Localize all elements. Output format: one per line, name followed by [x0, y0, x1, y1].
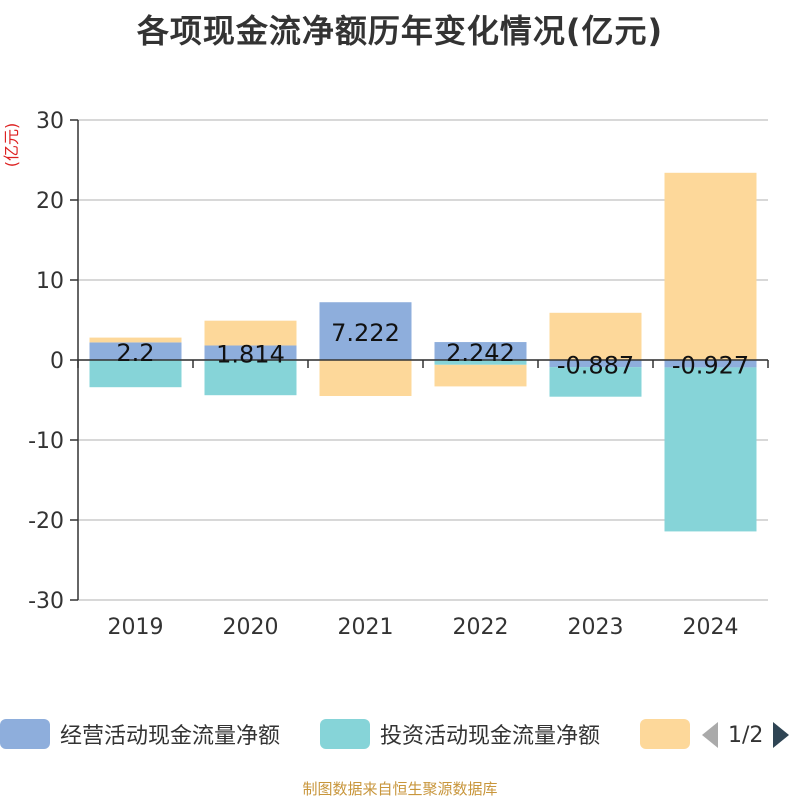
bar-series2-2023[interactable]: [549, 312, 642, 360]
bar-series1-2022[interactable]: [434, 360, 527, 365]
bar-series1-2020[interactable]: [204, 360, 297, 396]
bar-series1-2023[interactable]: [549, 367, 642, 397]
bar-series2-2022[interactable]: [434, 364, 527, 387]
data-label: -0.887: [557, 352, 634, 380]
bar-series1-2019[interactable]: [89, 360, 182, 388]
chart-title: 各项现金流净额历年变化情况(亿元): [136, 12, 664, 50]
data-label: 2.2: [116, 339, 154, 367]
legend-item-operating[interactable]: 经营活动现金流量净额: [0, 718, 280, 750]
y-tick-label: 0: [50, 349, 64, 374]
x-tick-label: 2023: [568, 615, 624, 640]
legend-label-investing: 投资活动现金流量净额: [380, 724, 601, 749]
x-tick-label: 2021: [338, 615, 394, 640]
next-page-icon[interactable]: [771, 720, 791, 750]
y-tick-label: -10: [28, 429, 64, 454]
bar-series0-2022[interactable]: [434, 342, 527, 360]
bar-series2-2019[interactable]: [89, 337, 182, 343]
legend-item-investing[interactable]: 投资活动现金流量净额: [320, 718, 600, 750]
bar-series1-2024[interactable]: [664, 367, 757, 532]
legend-swatch-investing: [320, 719, 370, 749]
bar-series0-2024[interactable]: [664, 360, 757, 368]
bar-series0-2023[interactable]: [549, 360, 642, 368]
legend-swatch-operating: [0, 719, 50, 749]
prev-page-icon[interactable]: [700, 720, 720, 750]
x-tick-label: 2020: [223, 615, 279, 640]
bar-series0-2021[interactable]: [319, 302, 412, 360]
legend-page-indicator: 1/2: [728, 722, 764, 748]
bar-series2-2021[interactable]: [319, 360, 412, 396]
data-label: 2.242: [446, 339, 515, 367]
y-tick-label: 30: [36, 109, 64, 134]
legend-item-financing[interactable]: [640, 718, 700, 750]
bars: [89, 172, 757, 532]
bar-series2-2024[interactable]: [664, 172, 757, 360]
y-tick-label: 20: [36, 189, 64, 214]
legend-swatch-financing: [640, 719, 690, 749]
data-label: 7.222: [331, 319, 400, 347]
data-labels: 2.2 1.814 7.222 2.242 -0.887 -0.927: [116, 319, 749, 380]
y-tick-label: 10: [36, 269, 64, 294]
data-label: -0.927: [672, 352, 749, 380]
data-label: 1.814: [216, 341, 285, 369]
x-tick-label: 2024: [683, 615, 739, 640]
y-tick-label: -20: [28, 509, 64, 534]
bar-series0-2019[interactable]: [89, 342, 182, 360]
x-tick-label: 2019: [108, 615, 164, 640]
legend-label-operating: 经营活动现金流量净额: [60, 724, 281, 749]
source-note: 制图数据来自恒生聚源数据库: [302, 780, 498, 798]
axes: 30 20 10 0 -10 -20 -30 2019 2020 2021 2022 2023 2024: [28, 109, 769, 640]
bar-series2-2020[interactable]: [204, 320, 297, 346]
bar-series0-2020[interactable]: [204, 345, 297, 360]
x-tick-label: 2022: [453, 615, 509, 640]
legend-pager: 1/2: [700, 718, 791, 752]
y-unit-label: (亿元): [2, 123, 21, 168]
y-tick-label: -30: [28, 589, 64, 614]
